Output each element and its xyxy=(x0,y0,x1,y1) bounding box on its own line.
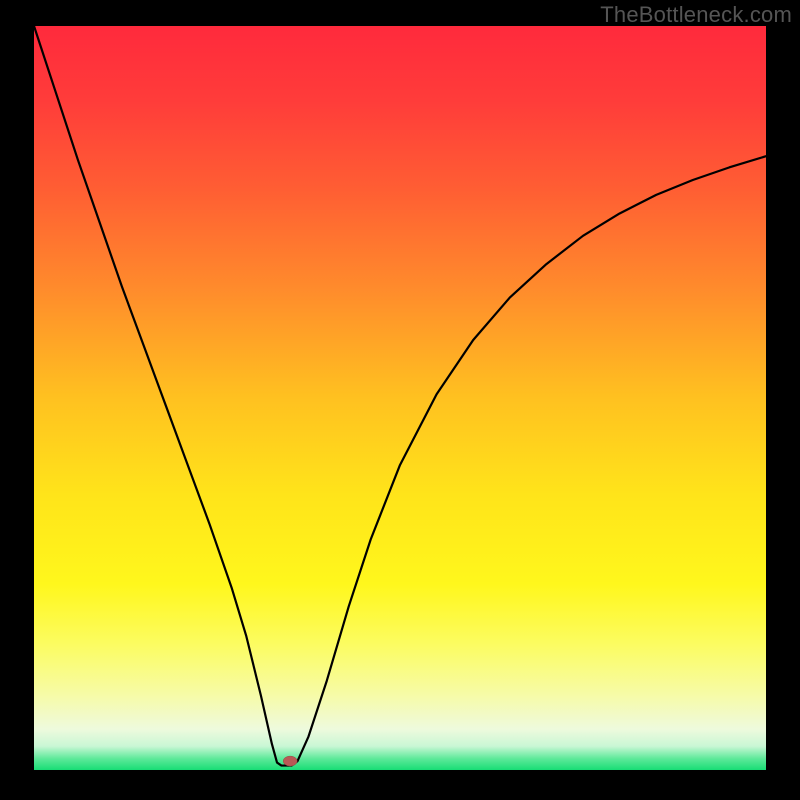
watermark-text: TheBottleneck.com xyxy=(600,2,792,28)
plot-background xyxy=(34,26,766,770)
chart-container: TheBottleneck.com xyxy=(0,0,800,800)
optimal-point-marker xyxy=(283,756,297,766)
bottleneck-chart xyxy=(0,0,800,800)
